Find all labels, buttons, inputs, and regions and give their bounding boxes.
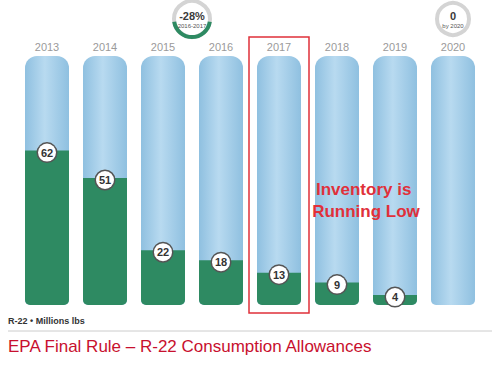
svg-text:2014: 2014 [93,41,117,53]
svg-text:18: 18 [215,256,227,268]
svg-text:2017: 2017 [267,41,291,53]
svg-text:2015: 2015 [151,41,175,53]
svg-text:2016-2017: 2016-2017 [178,23,207,29]
svg-text:-28%: -28% [179,10,205,22]
svg-text:62: 62 [41,147,53,159]
svg-text:51: 51 [99,174,111,186]
svg-text:2016: 2016 [209,41,233,53]
svg-text:2019: 2019 [383,41,407,53]
svg-text:2020: 2020 [441,41,465,53]
svg-text:by 2020: by 2020 [442,23,464,29]
svg-text:9: 9 [334,279,340,291]
svg-text:2013: 2013 [35,41,59,53]
svg-text:Inventory is: Inventory is [316,180,416,199]
svg-text:0: 0 [450,10,456,22]
svg-text:4: 4 [392,291,399,303]
svg-text:EPA Final Rule – R-22 Consumpt: EPA Final Rule – R-22 Consumption Allowa… [8,337,371,356]
svg-text:R-22 • Millions lbs: R-22 • Millions lbs [8,316,85,326]
svg-text:2018: 2018 [325,41,349,53]
svg-text:Running Low: Running Low [312,202,420,221]
svg-text:22: 22 [157,246,169,258]
svg-text:13: 13 [273,269,285,281]
